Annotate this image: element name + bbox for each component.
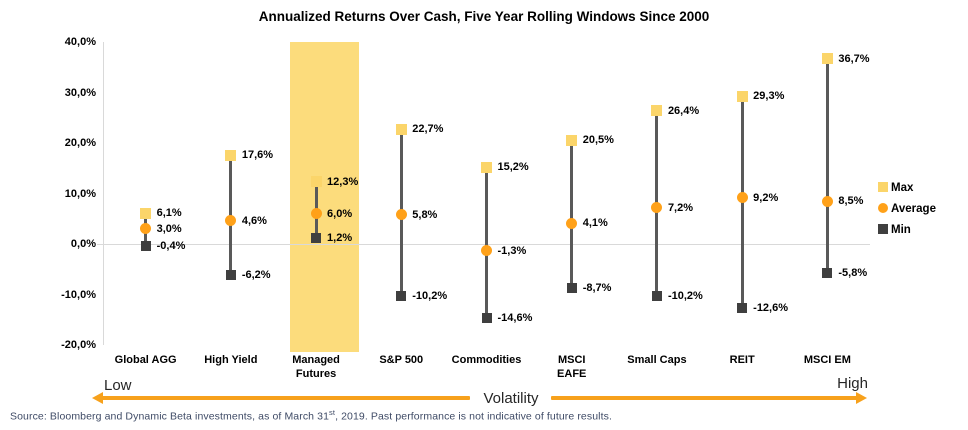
value-label-average: 9,2% [753,191,779,204]
min-marker [396,290,407,301]
y-tick-label: 30,0% [64,86,96,99]
value-label-max: 29,3% [753,90,785,103]
value-label-min: -0,4% [156,240,186,253]
volatility-high-label: High [837,375,868,392]
value-label-average: 4,1% [582,217,608,230]
y-tick-label: 20,0% [64,137,96,149]
y-tick-label: 0,0% [70,238,96,250]
volatility-low-label: Low [104,377,132,394]
min-marker [737,302,748,313]
value-label-max: 6,1% [156,207,182,220]
value-label-min: -10,2% [667,289,703,302]
min-marker [140,241,151,252]
legend-swatch-max-icon [878,182,888,192]
min-marker [225,270,236,281]
range-line [570,140,574,288]
min-marker [822,268,833,279]
average-marker [651,202,663,214]
y-tick-label: -20,0% [61,339,96,351]
category-label: Managed Futures [292,354,340,380]
legend-swatch-average-icon [878,203,888,213]
value-label-max: 22,7% [412,123,444,136]
value-label-max: 26,4% [667,104,700,117]
max-marker [225,149,237,161]
average-marker [395,209,407,221]
category-label: S&P 500 [379,354,424,366]
legend-label-min: Min [891,224,911,236]
max-marker [395,123,407,135]
category-label: High Yield [204,354,258,366]
arrowhead-left-icon [92,392,103,404]
range-line [485,167,488,318]
value-label-max: 36,7% [838,52,870,65]
arrowhead-right-icon [856,392,867,404]
value-label-average: 7,2% [667,201,694,214]
volatility-arrow-right [551,396,857,400]
zero-gridline [97,244,870,245]
value-label-min: 1,2% [327,231,353,244]
legend-swatch-min-icon [878,224,888,234]
min-marker [481,312,492,323]
value-label-average: 6,0% [327,207,353,220]
range-line [825,58,829,274]
min-marker [651,290,662,301]
max-marker [140,207,152,219]
max-marker [821,53,833,65]
min-marker [311,232,322,243]
y-tick-label: -10,0% [61,288,96,301]
max-marker [310,176,322,188]
max-marker [481,161,492,173]
average-marker [225,215,237,227]
value-label-average: 5,8% [412,208,438,221]
value-label-min: -10,2% [412,289,448,302]
category-label: MSCI EAFE [557,354,587,380]
y-tick-label: 40,0% [64,36,96,48]
value-label-average: -1,3% [497,244,527,257]
average-marker [310,208,322,220]
legend-label-average: Average [891,203,936,215]
average-marker [481,245,492,257]
value-label-min: -8,7% [582,281,612,294]
max-marker [651,105,663,117]
max-marker [566,134,578,146]
value-label-min: -6,2% [241,269,271,282]
source-note: Source: Bloomberg and Dynamic Beta inves… [10,408,612,423]
source-text-prefix: Source: Bloomberg and Dynamic Beta inves… [10,410,330,423]
y-tick-label: 10,0% [64,187,96,200]
highlight-band [290,42,360,352]
source-superscript: st [329,408,336,417]
value-label-min: -12,6% [753,301,789,314]
value-label-max: 17,6% [241,149,274,162]
category-label: Small Caps [627,354,687,366]
average-marker [140,223,152,235]
volatility-axis-label: Volatility [483,390,539,407]
legend-label-max: Max [891,182,914,194]
category-label: MSCI EM [803,354,851,366]
average-marker [736,192,748,204]
category-label: Commodities [451,354,522,366]
value-label-average: 8,5% [838,195,864,208]
value-label-average: 3,0% [156,222,182,235]
range-line [229,155,233,276]
volatility-arrow-left [101,396,470,400]
category-label: REIT [729,354,755,366]
y-axis-line [103,42,104,345]
value-label-average: 4,6% [241,214,267,227]
min-marker [566,282,577,293]
source-text-suffix: , 2019. Past performance is not indicati… [335,410,612,423]
chart-title: Annualized Returns Over Cash, Five Year … [258,9,710,24]
max-marker [736,90,748,102]
value-label-max: 20,5% [582,134,614,147]
value-label-min: -5,8% [838,267,868,280]
category-label: Global AGG [114,354,177,366]
average-marker [566,217,578,229]
value-label-max: 12,3% [327,175,359,188]
value-label-max: 15,2% [497,161,529,174]
average-marker [821,195,833,207]
value-label-min: -14,6% [497,311,533,324]
